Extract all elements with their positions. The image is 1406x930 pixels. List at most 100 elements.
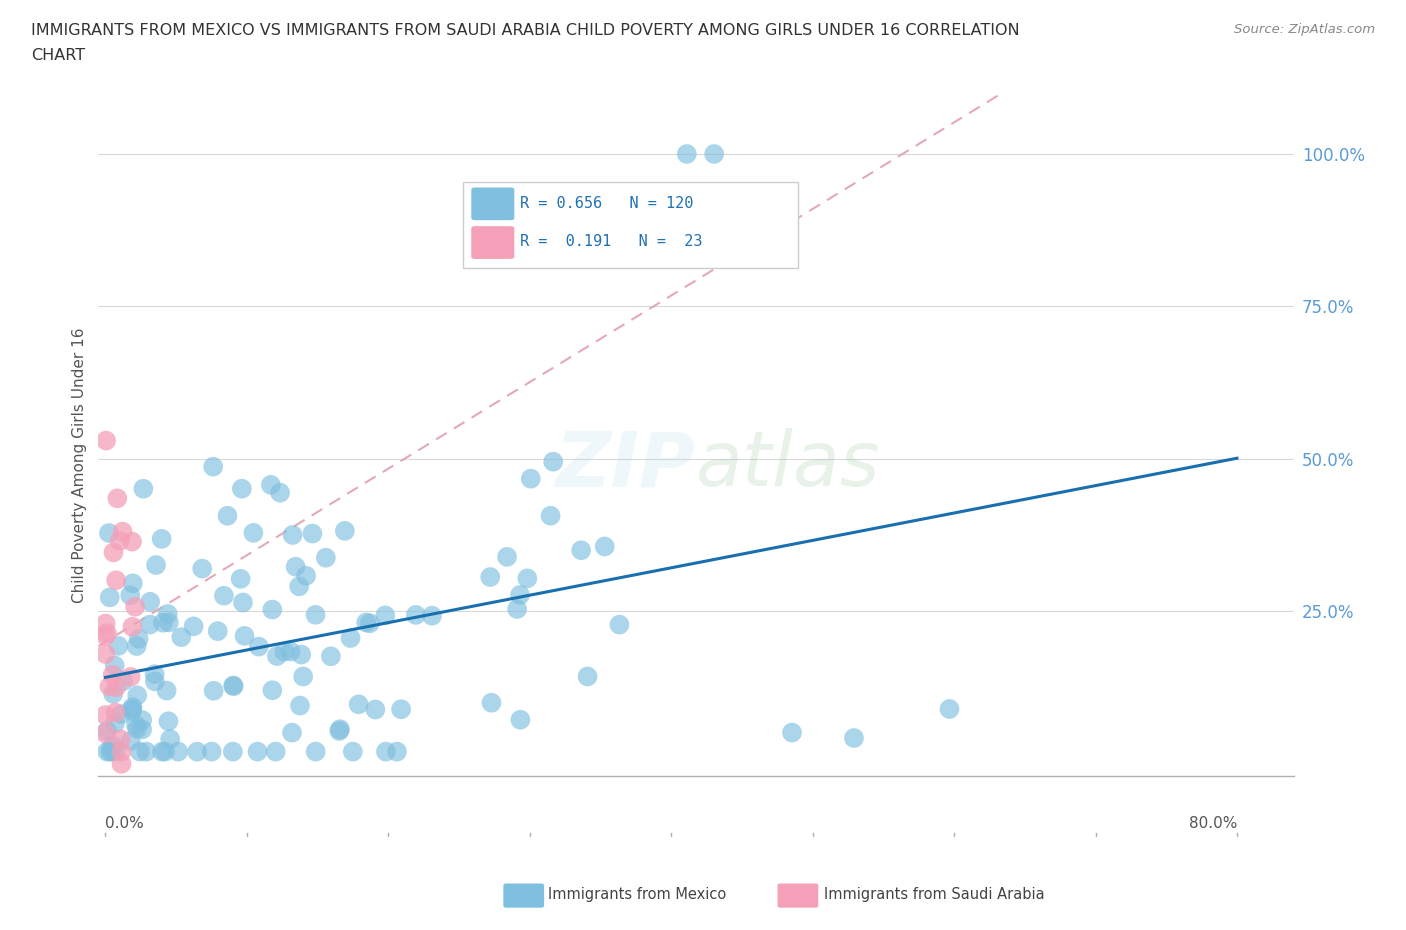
Point bbox=[104, 705, 127, 720]
Text: 0.0%: 0.0% bbox=[105, 816, 145, 830]
Point bbox=[94, 433, 117, 448]
Point bbox=[101, 737, 124, 752]
Point bbox=[212, 589, 235, 604]
Point bbox=[481, 696, 503, 711]
Point bbox=[110, 732, 132, 747]
Point bbox=[347, 697, 370, 711]
Point bbox=[125, 718, 148, 733]
Point bbox=[246, 744, 269, 759]
Point bbox=[105, 680, 128, 695]
Point bbox=[131, 722, 153, 737]
Point bbox=[329, 722, 352, 737]
Point bbox=[242, 525, 264, 540]
Point bbox=[273, 644, 295, 659]
Point bbox=[131, 712, 153, 727]
FancyBboxPatch shape bbox=[471, 226, 515, 259]
Point bbox=[292, 669, 315, 684]
Point bbox=[207, 624, 229, 639]
Point bbox=[938, 701, 960, 716]
Point bbox=[364, 702, 387, 717]
Point bbox=[101, 668, 124, 683]
Point bbox=[328, 724, 350, 738]
Point bbox=[105, 573, 128, 588]
Point bbox=[94, 616, 117, 631]
Point bbox=[262, 683, 284, 698]
Point bbox=[127, 722, 149, 737]
Point bbox=[96, 744, 118, 759]
Point bbox=[569, 543, 592, 558]
Point bbox=[374, 608, 396, 623]
Point bbox=[105, 491, 128, 506]
Point bbox=[121, 619, 143, 634]
Point bbox=[98, 744, 121, 759]
Point bbox=[157, 615, 180, 630]
Point bbox=[98, 679, 121, 694]
Point bbox=[145, 558, 167, 573]
Text: Source: ZipAtlas.com: Source: ZipAtlas.com bbox=[1234, 23, 1375, 36]
Point bbox=[842, 731, 865, 746]
Text: CHART: CHART bbox=[31, 48, 84, 63]
Point bbox=[100, 744, 122, 759]
Point bbox=[121, 701, 143, 716]
Point bbox=[405, 607, 427, 622]
Point bbox=[110, 756, 132, 771]
Point bbox=[540, 509, 562, 524]
Point bbox=[385, 744, 408, 759]
Point bbox=[152, 616, 174, 631]
Point bbox=[110, 744, 132, 759]
Point bbox=[339, 631, 361, 645]
Point bbox=[675, 147, 697, 162]
Point bbox=[541, 454, 564, 469]
Point bbox=[342, 744, 364, 759]
Point bbox=[319, 649, 342, 664]
Point bbox=[576, 669, 599, 684]
Point bbox=[94, 708, 117, 723]
Point bbox=[150, 531, 173, 546]
Point bbox=[264, 744, 287, 759]
Point bbox=[288, 698, 311, 713]
Point bbox=[121, 534, 143, 549]
Point bbox=[281, 725, 304, 740]
Point bbox=[107, 638, 129, 653]
Point bbox=[98, 590, 121, 604]
Text: IMMIGRANTS FROM MEXICO VS IMMIGRANTS FROM SAUDI ARABIA CHILD POVERTY AMONG GIRLS: IMMIGRANTS FROM MEXICO VS IMMIGRANTS FRO… bbox=[31, 23, 1019, 38]
Point bbox=[156, 606, 179, 621]
Point bbox=[290, 647, 312, 662]
Point bbox=[124, 599, 146, 614]
Point bbox=[269, 485, 291, 500]
Point bbox=[301, 526, 323, 541]
Point bbox=[122, 576, 145, 591]
Point bbox=[509, 588, 531, 603]
Point bbox=[108, 534, 131, 549]
Point bbox=[135, 744, 157, 759]
Point bbox=[101, 686, 124, 701]
Text: ZIP: ZIP bbox=[557, 428, 696, 502]
Point bbox=[295, 568, 318, 583]
Point bbox=[233, 629, 256, 644]
Text: R =  0.191   N =  23: R = 0.191 N = 23 bbox=[520, 234, 703, 249]
Point bbox=[94, 629, 117, 644]
Point bbox=[120, 670, 142, 684]
Point bbox=[97, 525, 120, 540]
Point bbox=[516, 571, 538, 586]
Point bbox=[110, 707, 132, 722]
Point bbox=[479, 569, 502, 584]
Point bbox=[167, 744, 190, 759]
Point bbox=[333, 524, 356, 538]
Point bbox=[143, 667, 166, 682]
Point bbox=[420, 608, 443, 623]
Point bbox=[94, 726, 117, 741]
Point bbox=[139, 594, 162, 609]
Point bbox=[359, 616, 381, 631]
Point bbox=[121, 704, 143, 719]
Point bbox=[280, 644, 302, 658]
Point bbox=[112, 673, 135, 688]
Point bbox=[260, 477, 283, 492]
Point bbox=[247, 639, 270, 654]
Point bbox=[222, 678, 245, 693]
Point bbox=[186, 744, 208, 759]
Point bbox=[94, 646, 117, 661]
FancyBboxPatch shape bbox=[471, 188, 515, 220]
Y-axis label: Child Poverty Among Girls Under 16: Child Poverty Among Girls Under 16 bbox=[72, 327, 87, 603]
Point bbox=[284, 559, 307, 574]
